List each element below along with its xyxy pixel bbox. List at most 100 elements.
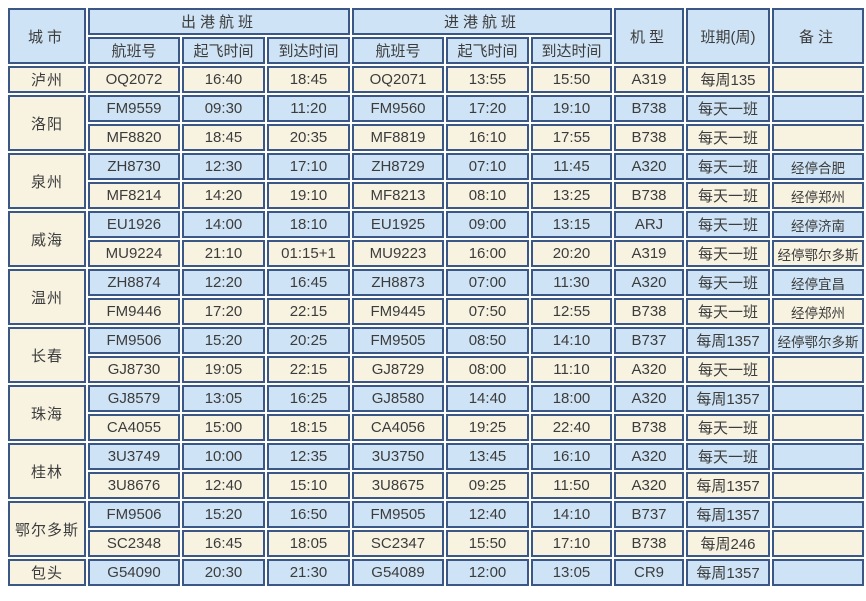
dep-takeoff-time-cell: 14:00 bbox=[182, 211, 265, 238]
dep-arrival-time-cell: 01:15+1 bbox=[267, 240, 350, 267]
table-row: 洛阳 FM9559 09:30 11:20 FM9560 17:20 19:10 B738 每天… bbox=[8, 95, 864, 151]
dep-arrival-time-cell: 12:35 bbox=[267, 443, 350, 470]
arr-arrival-time-cell: 15:50 bbox=[531, 66, 612, 93]
schedule-cell: 每周1357 bbox=[686, 559, 770, 586]
arr-flight-no-cell: CA4056 bbox=[352, 414, 444, 441]
table-row: FM9446 17:20 22:15 FM9445 07:50 12:55 B738 每天一班… bbox=[8, 298, 864, 325]
arr-flight-no-cell: ZH8873 bbox=[352, 269, 444, 296]
remark-cell bbox=[772, 66, 864, 93]
arr-arrival-time-cell: 13:05 bbox=[531, 559, 612, 586]
dep-arrival-time-cell: 17:10 bbox=[267, 153, 350, 180]
table-row: GJ8730 19:05 22:15 GJ8729 08:00 11:10 A320 每天一班 bbox=[8, 356, 864, 383]
arr-takeoff-time-cell: 07:50 bbox=[446, 298, 529, 325]
arr-flight-no-cell: GJ8580 bbox=[352, 385, 444, 412]
arr-takeoff-time-cell: 08:50 bbox=[446, 327, 529, 354]
dep-takeoff-time-cell: 09:30 bbox=[182, 95, 265, 122]
dep-arrival-time-cell: 20:25 bbox=[267, 327, 350, 354]
schedule-cell: 每周246 bbox=[686, 530, 770, 557]
aircraft-type-cell: B738 bbox=[614, 298, 684, 325]
aircraft-type-cell: A320 bbox=[614, 269, 684, 296]
arr-flight-no-cell: GJ8729 bbox=[352, 356, 444, 383]
city-cell: 威海 bbox=[8, 211, 86, 267]
table-row: 珠海 GJ8579 13:05 16:25 GJ8580 14:40 18:00 A320 每周… bbox=[8, 385, 864, 441]
dep-takeoff-time-cell: 13:05 bbox=[182, 385, 265, 412]
table-row: 3U8676 12:40 15:10 3U8675 09:25 11:50 A320 每周13… bbox=[8, 472, 864, 499]
arr-arrival-time-cell: 17:55 bbox=[531, 124, 612, 151]
header-dep-flight-no: 航班号 bbox=[88, 37, 180, 64]
dep-takeoff-time-cell: 16:40 bbox=[182, 66, 265, 93]
table-row: 桂林 3U3749 10:00 12:35 3U3750 13:45 16:10 A320 每天… bbox=[8, 443, 864, 499]
schedule-cell: 每周1357 bbox=[686, 327, 770, 354]
dep-takeoff-time-cell: 17:20 bbox=[182, 298, 265, 325]
city-cell: 温州 bbox=[8, 269, 86, 325]
header-schedule: 班期(周) bbox=[686, 8, 770, 64]
remark-cell bbox=[772, 95, 864, 122]
dep-flight-no-cell: CA4055 bbox=[88, 414, 180, 441]
dep-arrival-time-cell: 16:50 bbox=[267, 501, 350, 528]
header-row-columns: 航班号 起飞时间 到达时间 航班号 起飞时间 到达时间 bbox=[8, 37, 864, 64]
dep-arrival-time-cell: 16:45 bbox=[267, 269, 350, 296]
city-cell: 鄂尔多斯 bbox=[8, 501, 86, 557]
dep-arrival-time-cell: 18:15 bbox=[267, 414, 350, 441]
table-row: CA4055 15:00 18:15 CA4056 19:25 22:40 B738 每天一班 bbox=[8, 414, 864, 441]
arr-flight-no-cell: MF8213 bbox=[352, 182, 444, 209]
arr-takeoff-time-cell: 09:00 bbox=[446, 211, 529, 238]
dep-flight-no-cell: FM9559 bbox=[88, 95, 180, 122]
aircraft-type-cell: A320 bbox=[614, 356, 684, 383]
aircraft-type-cell: B737 bbox=[614, 327, 684, 354]
dep-takeoff-time-cell: 20:30 bbox=[182, 559, 265, 586]
aircraft-type-cell: B738 bbox=[614, 414, 684, 441]
dep-takeoff-time-cell: 12:30 bbox=[182, 153, 265, 180]
arr-takeoff-time-cell: 16:00 bbox=[446, 240, 529, 267]
dep-arrival-time-cell: 22:15 bbox=[267, 298, 350, 325]
arr-takeoff-time-cell: 13:55 bbox=[446, 66, 529, 93]
dep-arrival-time-cell: 18:05 bbox=[267, 530, 350, 557]
table-header: 城市 出港航班 进港航班 机型 班期(周) 备注 航班号 起飞时间 到达时间 航… bbox=[8, 8, 864, 64]
arr-arrival-time-cell: 11:50 bbox=[531, 472, 612, 499]
arr-flight-no-cell: OQ2071 bbox=[352, 66, 444, 93]
dep-arrival-time-cell: 18:10 bbox=[267, 211, 350, 238]
schedule-cell: 每天一班 bbox=[686, 298, 770, 325]
schedule-cell: 每周1357 bbox=[686, 385, 770, 412]
remark-cell bbox=[772, 443, 864, 470]
flight-schedule-table: 城市 出港航班 进港航班 机型 班期(周) 备注 航班号 起飞时间 到达时间 航… bbox=[6, 6, 866, 588]
dep-flight-no-cell: OQ2072 bbox=[88, 66, 180, 93]
table-row: SC2348 16:45 18:05 SC2347 15:50 17:10 B738 每周24… bbox=[8, 530, 864, 557]
dep-takeoff-time-cell: 15:20 bbox=[182, 501, 265, 528]
remark-cell: 经停济南 bbox=[772, 211, 864, 238]
city-cell: 泸州 bbox=[8, 66, 86, 93]
header-departure-group: 出港航班 bbox=[88, 8, 350, 35]
arr-flight-no-cell: G54089 bbox=[352, 559, 444, 586]
dep-arrival-time-cell: 22:15 bbox=[267, 356, 350, 383]
dep-flight-no-cell: MF8820 bbox=[88, 124, 180, 151]
dep-takeoff-time-cell: 14:20 bbox=[182, 182, 265, 209]
arr-arrival-time-cell: 11:45 bbox=[531, 153, 612, 180]
dep-flight-no-cell: FM9506 bbox=[88, 327, 180, 354]
dep-arrival-time-cell: 16:25 bbox=[267, 385, 350, 412]
dep-takeoff-time-cell: 16:45 bbox=[182, 530, 265, 557]
schedule-cell: 每周1357 bbox=[686, 472, 770, 499]
aircraft-type-cell: B737 bbox=[614, 501, 684, 528]
dep-takeoff-time-cell: 15:00 bbox=[182, 414, 265, 441]
arr-arrival-time-cell: 11:10 bbox=[531, 356, 612, 383]
dep-flight-no-cell: GJ8579 bbox=[88, 385, 180, 412]
arr-flight-no-cell: FM9505 bbox=[352, 501, 444, 528]
header-arr-arrival-time: 到达时间 bbox=[531, 37, 612, 64]
city-cell: 泉州 bbox=[8, 153, 86, 209]
dep-flight-no-cell: 3U3749 bbox=[88, 443, 180, 470]
dep-flight-no-cell: MF8214 bbox=[88, 182, 180, 209]
arr-arrival-time-cell: 17:10 bbox=[531, 530, 612, 557]
header-arr-flight-no: 航班号 bbox=[352, 37, 444, 64]
header-arrival-group: 进港航班 bbox=[352, 8, 612, 35]
arr-takeoff-time-cell: 07:00 bbox=[446, 269, 529, 296]
schedule-cell: 每天一班 bbox=[686, 211, 770, 238]
table-row: 泸州 OQ2072 16:40 18:45 OQ2071 13:55 15:50 A319 每周… bbox=[8, 66, 864, 93]
arr-arrival-time-cell: 12:55 bbox=[531, 298, 612, 325]
arr-arrival-time-cell: 16:10 bbox=[531, 443, 612, 470]
arr-takeoff-time-cell: 12:40 bbox=[446, 501, 529, 528]
aircraft-type-cell: A319 bbox=[614, 240, 684, 267]
dep-arrival-time-cell: 15:10 bbox=[267, 472, 350, 499]
aircraft-type-cell: A320 bbox=[614, 472, 684, 499]
remark-cell: 经停郑州 bbox=[772, 298, 864, 325]
remark-cell bbox=[772, 472, 864, 499]
